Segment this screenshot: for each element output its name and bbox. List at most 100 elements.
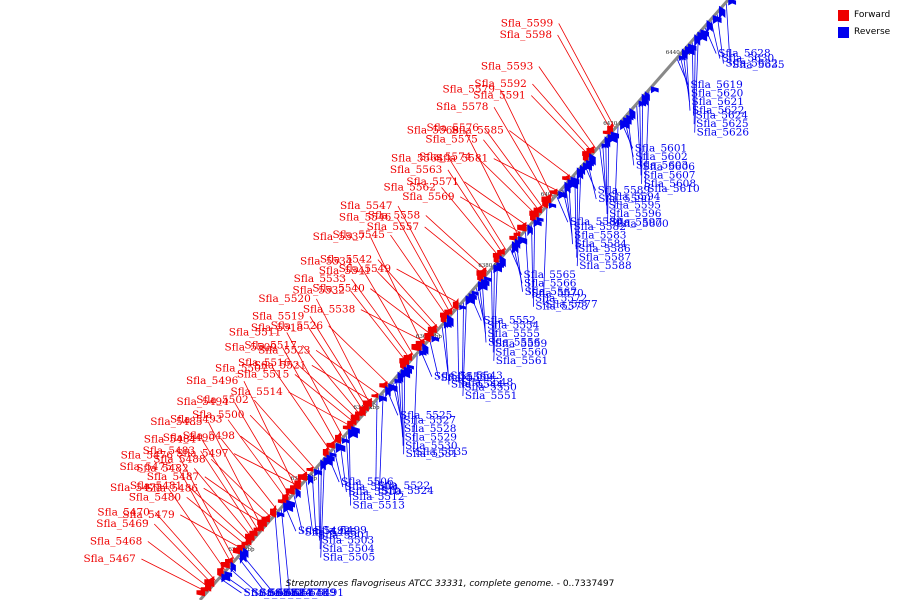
gene-label[interactable]: Sfla_5591: [473, 90, 525, 102]
gene-sfla-5511[interactable]: [335, 431, 342, 444]
gene-label[interactable]: Sfla_5599: [501, 17, 553, 29]
gene-label[interactable]: Sfla_5557: [367, 221, 419, 233]
gene-sfla-5488[interactable]: [261, 514, 270, 523]
gene-label[interactable]: Sfla_5523: [258, 344, 310, 356]
gene-label[interactable]: Sfla_5541: [319, 265, 371, 277]
gene-label[interactable]: Sfla_5583: [574, 230, 626, 242]
gene-sfla-5513[interactable]: [351, 426, 360, 435]
gene-label[interactable]: Sfla_5593: [481, 61, 533, 73]
gene-label[interactable]: Sfla_5524: [381, 485, 434, 497]
gene-label[interactable]: Sfla_5550: [464, 382, 516, 394]
gene-label[interactable]: Sfla_5567: [525, 286, 577, 298]
gene-label[interactable]: Sfla_5620: [691, 88, 743, 100]
gene-sfla-5610[interactable]: [650, 86, 659, 94]
gene-label[interactable]: Sfla_5539: [441, 372, 493, 384]
gene-label[interactable]: Sfla_5590: [598, 193, 650, 205]
gene-sfla-5534[interactable]: [403, 352, 413, 361]
gene-label[interactable]: Sfla_5582: [573, 221, 625, 233]
gene-label[interactable]: Sfla_5595: [609, 199, 661, 211]
gene-sfla-5508[interactable]: [335, 442, 346, 454]
gene-label[interactable]: Sfla_5586: [578, 243, 631, 255]
gene-label[interactable]: Sfla_5522: [378, 480, 430, 492]
gene-label[interactable]: Sfla_5630: [722, 53, 774, 65]
gene-label[interactable]: Sfla_5596: [609, 208, 662, 220]
gene-sfla-5597[interactable]: [610, 131, 620, 140]
gene-label[interactable]: Sfla_5606: [643, 161, 696, 173]
gene-sfla-5498[interactable]: [294, 476, 301, 491]
gene-label[interactable]: Sfla_5484: [144, 433, 197, 445]
gene-label[interactable]: Sfla_5568: [407, 124, 459, 136]
gene-label[interactable]: Sfla_5470: [97, 506, 149, 518]
gene-label[interactable]: Sfla_5559: [495, 338, 547, 350]
gene-label[interactable]: Sfla_5495: [305, 527, 357, 539]
gene-label[interactable]: Sfla_5594: [608, 191, 661, 203]
gene-label[interactable]: Sfla_5475: [119, 461, 171, 473]
gene-label[interactable]: Sfla_5572: [535, 292, 587, 304]
gene-sfla-5561[interactable]: [499, 255, 506, 269]
gene-label[interactable]: Sfla_5574: [419, 151, 472, 163]
gene-sfla-5501[interactable]: [314, 468, 323, 477]
gene-label[interactable]: Sfla_5598: [500, 29, 552, 41]
gene-label[interactable]: Sfla_5562: [383, 181, 435, 193]
gene-label[interactable]: Sfla_5560: [495, 346, 547, 358]
gene-label[interactable]: Sfla_5525: [400, 409, 452, 421]
gene-label[interactable]: Sfla_5547: [340, 200, 392, 212]
gene-label[interactable]: Sfla_5540: [312, 283, 364, 295]
gene-sfla-5577[interactable]: [548, 202, 557, 209]
gene-label[interactable]: Sfla_5545: [332, 229, 384, 241]
gene-sfla-5472[interactable]: [224, 571, 233, 578]
gene-sfla-5569[interactable]: [513, 231, 521, 237]
gene-sfla-5490[interactable]: [270, 504, 277, 518]
gene-sfla-5551[interactable]: [468, 293, 477, 301]
gene-sfla-5632[interactable]: [718, 5, 726, 20]
gene-label[interactable]: Sfla_5490: [163, 432, 215, 444]
gene-label[interactable]: Sfla_5603: [636, 159, 688, 171]
gene-label[interactable]: Sfla_5624: [696, 110, 749, 122]
gene-label[interactable]: Sfla_5579: [442, 84, 494, 96]
gene-label[interactable]: Sfla_5513: [353, 499, 405, 511]
gene-sfla-5590[interactable]: [589, 153, 596, 167]
gene-label[interactable]: Sfla_5508: [345, 481, 397, 493]
gene-label[interactable]: Sfla_5587: [579, 252, 631, 264]
gene-sfla-5474[interactable]: [230, 561, 236, 574]
gene-label[interactable]: Sfla_5483: [143, 445, 195, 457]
gene-label[interactable]: Sfla_5509: [225, 342, 277, 354]
gene-label[interactable]: Sfla_5480: [129, 491, 181, 503]
gene-label[interactable]: Sfla_5533: [294, 273, 346, 285]
gene-label[interactable]: Sfla_5554: [487, 319, 540, 331]
gene-label[interactable]: Sfla_5548: [461, 377, 513, 389]
gene-label[interactable]: Sfla_5469: [96, 518, 148, 530]
gene-label[interactable]: Sfla_5489: [284, 587, 336, 599]
gene-sfla-5506[interactable]: [329, 452, 337, 458]
gene-label[interactable]: Sfla_5537: [313, 231, 365, 243]
gene-sfla-5470[interactable]: [204, 575, 215, 587]
gene-label[interactable]: Sfla_5534: [300, 256, 353, 268]
gene-label[interactable]: Sfla_5468: [90, 535, 142, 547]
gene-sfla-5576[interactable]: [533, 205, 542, 214]
gene-sfla-5478[interactable]: [243, 547, 249, 560]
gene-label[interactable]: Sfla_5600: [616, 218, 668, 230]
gene-label[interactable]: Sfla_5573: [535, 301, 587, 313]
gene-label[interactable]: Sfla_5496: [186, 375, 239, 387]
gene-label[interactable]: Sfla_5531: [406, 448, 458, 460]
gene-sfla-5531[interactable]: [406, 364, 414, 371]
gene-label[interactable]: Sfla_5556: [488, 336, 541, 348]
gene-label[interactable]: Sfla_5585: [451, 125, 503, 137]
gene-sfla-5505[interactable]: [326, 454, 335, 463]
gene-label[interactable]: Sfla_5571: [406, 176, 458, 188]
gene-sfla-5522[interactable]: [379, 395, 387, 403]
gene-label[interactable]: Sfla_5610: [647, 183, 699, 195]
gene-label[interactable]: Sfla_5520: [258, 293, 310, 305]
gene-label[interactable]: Sfla_5504: [322, 543, 375, 555]
gene-label[interactable]: Sfla_5515: [237, 368, 289, 380]
gene-sfla-5507[interactable]: [322, 445, 329, 458]
gene-label[interactable]: Sfla_5471: [244, 587, 296, 599]
gene-sfla-5530[interactable]: [403, 366, 413, 375]
gene-label[interactable]: Sfla_5528: [404, 423, 456, 435]
gene-label[interactable]: Sfla_5472: [252, 587, 304, 599]
gene-label[interactable]: Sfla_5482: [136, 462, 188, 474]
gene-label[interactable]: Sfla_5536: [434, 371, 487, 383]
gene-label[interactable]: Sfla_5570: [531, 287, 583, 299]
gene-label[interactable]: Sfla_5544: [451, 379, 504, 391]
gene-label[interactable]: Sfla_5532: [293, 285, 345, 297]
